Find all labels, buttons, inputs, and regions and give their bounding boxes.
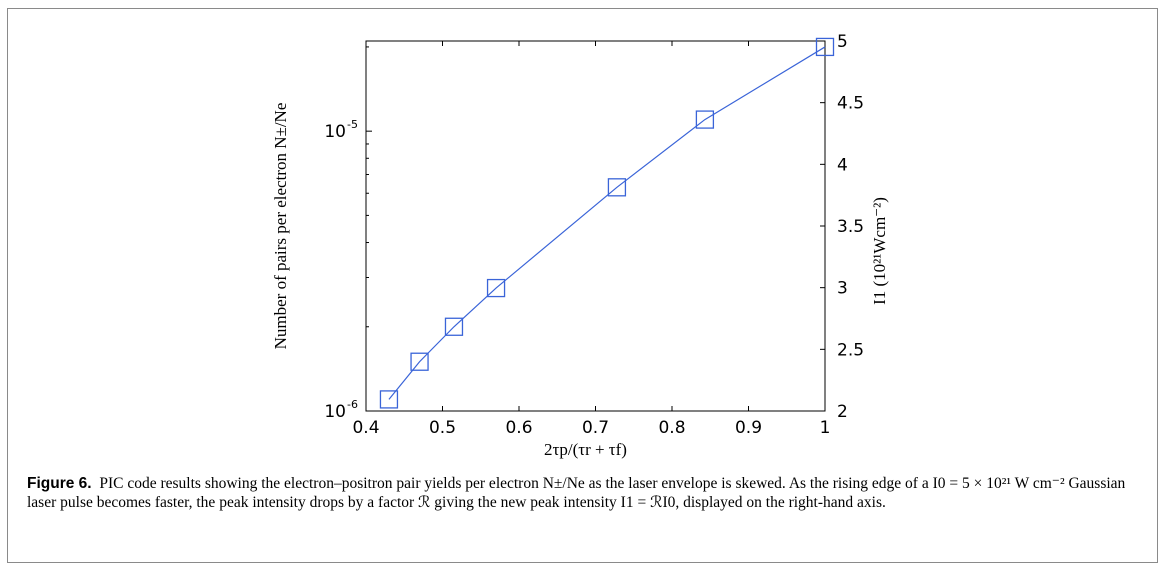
data-point-marker bbox=[607, 178, 627, 197]
x-tick-label: 0.8 bbox=[658, 418, 685, 438]
caption-label: Figure 6. bbox=[27, 475, 92, 492]
y-tick-label: 10 bbox=[324, 122, 346, 142]
x-tick-label: 0.7 bbox=[582, 418, 609, 438]
y2-tick-label: 5 bbox=[837, 32, 848, 52]
data-point-marker bbox=[444, 317, 464, 336]
plot-box bbox=[365, 40, 826, 412]
figure-caption: Figure 6. PIC code results showing the e… bbox=[27, 474, 1147, 512]
series-line bbox=[388, 46, 826, 400]
y2-tick-label: 4.5 bbox=[837, 94, 864, 114]
chart-series bbox=[379, 37, 835, 409]
x-tick-label: 0.5 bbox=[429, 418, 456, 438]
x-axis-title: 2τp/(τr + τf) bbox=[544, 440, 627, 459]
chart-labels: 2τp/(τr + τf) Number of pairs per electro… bbox=[271, 103, 889, 459]
chart: 0.4 0.5 0.6 0.7 0.8 0.9 110 -610 -522.533.544.55… bbox=[271, 32, 889, 459]
chart-axes bbox=[365, 40, 826, 412]
x-tick-label: 0.6 bbox=[505, 418, 532, 438]
y2-tick-label: 3.5 bbox=[837, 217, 864, 237]
data-point-marker bbox=[379, 390, 399, 409]
data-point-marker bbox=[410, 352, 429, 371]
y2-tick-label: 2 bbox=[837, 402, 848, 422]
data-point-marker bbox=[486, 278, 506, 298]
figure-frame bbox=[7, 8, 1158, 563]
y2-axis-title: I1 (10²¹Wcm⁻²) bbox=[870, 197, 889, 305]
y-tick-exponent: -5 bbox=[347, 118, 358, 131]
y-tick-exponent: -6 bbox=[347, 398, 358, 411]
y-axis-title: Number of pairs per electron N±/Ne bbox=[271, 103, 290, 350]
data-point-marker bbox=[815, 37, 835, 57]
y2-tick-label: 4 bbox=[837, 155, 848, 175]
x-tick-label: 1 bbox=[820, 418, 831, 438]
y2-tick-label: 2.5 bbox=[837, 340, 864, 360]
chart-ticks: 0.4 0.5 0.6 0.7 0.8 0.9 110 -610 -522.533.544.55 bbox=[324, 32, 864, 438]
y-tick-label: 10 bbox=[324, 402, 346, 422]
y2-tick-label: 3 bbox=[837, 279, 848, 299]
x-tick-label: 0.4 bbox=[352, 418, 379, 438]
x-tick-label: 0.9 bbox=[735, 418, 762, 438]
caption-text: PIC code results showing the electron–po… bbox=[27, 475, 1126, 511]
data-point-marker bbox=[695, 110, 715, 129]
